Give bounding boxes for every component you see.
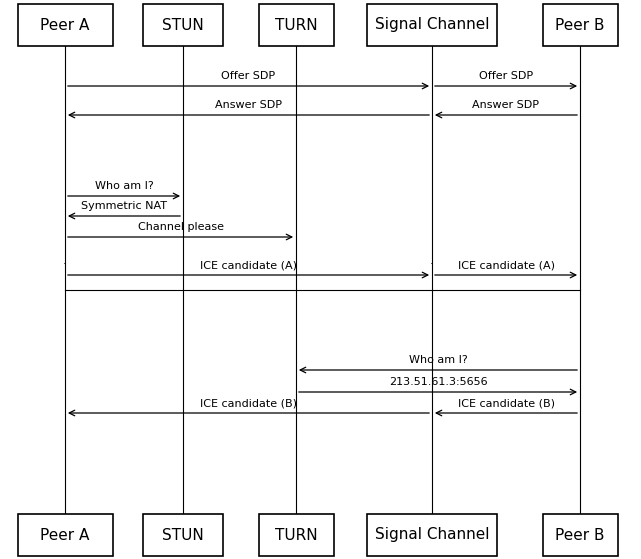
Text: Peer A: Peer A	[40, 528, 90, 542]
Text: .: .	[63, 253, 67, 267]
Text: Answer SDP: Answer SDP	[472, 100, 540, 110]
Bar	[17, 4, 113, 46]
Text: Offer SDP: Offer SDP	[479, 71, 533, 81]
Text: Who am I?: Who am I?	[95, 181, 153, 191]
Text: Signal Channel: Signal Channel	[375, 528, 489, 542]
Text: TURN: TURN	[275, 528, 317, 542]
Text: STUN: STUN	[162, 528, 204, 542]
Text: Peer B: Peer B	[555, 17, 604, 32]
Text: .: .	[430, 253, 434, 267]
Text: Peer A: Peer A	[40, 17, 90, 32]
Bar	[258, 4, 333, 46]
Text: ICE candidate (B): ICE candidate (B)	[200, 398, 297, 408]
Text: STUN: STUN	[162, 17, 204, 32]
Text: ICE candidate (B): ICE candidate (B)	[458, 398, 554, 408]
Bar	[367, 514, 497, 556]
Text: Symmetric NAT: Symmetric NAT	[81, 201, 167, 211]
Text: Peer B: Peer B	[555, 528, 604, 542]
Bar	[143, 514, 223, 556]
Text: Channel please: Channel please	[138, 222, 224, 232]
Text: TURN: TURN	[275, 17, 317, 32]
Bar	[17, 514, 113, 556]
Text: ICE candidate (A): ICE candidate (A)	[458, 260, 554, 270]
Bar	[542, 4, 617, 46]
Bar	[143, 4, 223, 46]
Bar	[542, 514, 617, 556]
Bar	[367, 4, 497, 46]
Text: Who am I?: Who am I?	[408, 355, 467, 365]
Text: Answer SDP: Answer SDP	[215, 100, 282, 110]
Text: ICE candidate (A): ICE candidate (A)	[200, 260, 297, 270]
Text: Offer SDP: Offer SDP	[221, 71, 276, 81]
Text: Signal Channel: Signal Channel	[375, 17, 489, 32]
Bar	[258, 514, 333, 556]
Text: 213.51.61.3:5656: 213.51.61.3:5656	[388, 377, 487, 387]
